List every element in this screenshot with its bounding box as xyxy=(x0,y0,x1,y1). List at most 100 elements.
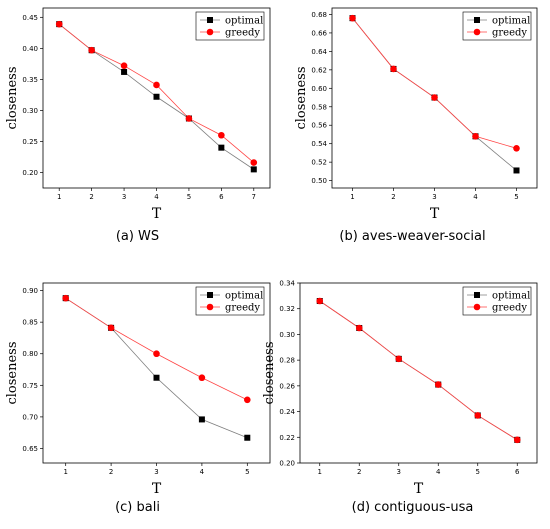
legend-label-greedy: greedy xyxy=(492,28,527,39)
data-point-greedy xyxy=(474,412,482,419)
legend-marker-optimal xyxy=(207,17,213,23)
x-tick-label: 3 xyxy=(154,468,158,476)
x-tick-label: 2 xyxy=(89,193,93,201)
y-tick-label: 0.26 xyxy=(279,382,295,390)
data-point-greedy xyxy=(395,355,403,363)
data-point-optimal xyxy=(218,144,225,151)
legend-marker-optimal xyxy=(474,17,480,23)
caption-bali: (c) bali xyxy=(115,500,160,515)
legend-label-optimal: optimal xyxy=(492,291,530,302)
x-tick-label: 1 xyxy=(63,468,67,476)
data-point-greedy xyxy=(55,20,63,28)
caption-aves-weaver-social: (b) aves-weaver-social xyxy=(339,229,486,244)
legend-box xyxy=(462,286,532,316)
data-point-greedy xyxy=(434,381,442,388)
data-point-optimal xyxy=(244,434,251,441)
y-tick-label: 0.64 xyxy=(311,48,327,56)
legend-box xyxy=(195,286,265,316)
legend-marker-greedy xyxy=(473,28,481,36)
y-tick-label: 0.70 xyxy=(22,413,38,421)
data-point-greedy xyxy=(218,131,225,139)
x-tick-label: 4 xyxy=(436,468,441,476)
data-point-greedy xyxy=(349,14,356,22)
legend-label-optimal: optimal xyxy=(225,16,263,27)
data-point-greedy xyxy=(198,374,206,382)
y-tick-label: 0.25 xyxy=(22,138,38,146)
y-tick-label: 0.56 xyxy=(311,122,327,130)
y-tick-label: 0.20 xyxy=(279,460,295,468)
data-point-greedy xyxy=(390,65,397,73)
data-point-greedy xyxy=(250,159,258,166)
data-point-greedy xyxy=(153,350,160,358)
x-tick-label: 1 xyxy=(318,468,322,476)
x-axis-title: T xyxy=(414,481,424,497)
y-tick-label: 0.68 xyxy=(311,11,327,19)
y-tick-label: 0.52 xyxy=(311,159,327,167)
y-axis-title: closeness xyxy=(5,66,20,129)
y-tick-label: 0.90 xyxy=(22,287,38,295)
legend-marker-greedy xyxy=(206,28,214,36)
data-point-optimal xyxy=(121,68,128,75)
data-point-greedy xyxy=(513,145,520,152)
x-tick-label: 4 xyxy=(200,468,205,476)
legend-marker-greedy xyxy=(206,303,214,311)
y-tick-label: 0.40 xyxy=(22,45,38,53)
x-tick-label: 3 xyxy=(397,468,401,476)
data-point-greedy xyxy=(185,115,193,122)
x-axis-title: T xyxy=(430,206,440,222)
y-axis-title: closeness xyxy=(262,341,277,404)
caption-contiguous-usa: (d) contiguous-usa xyxy=(351,500,474,515)
data-point-greedy xyxy=(355,324,363,332)
data-point-optimal xyxy=(198,416,205,423)
y-tick-label: 0.20 xyxy=(22,169,38,177)
y-tick-label: 0.54 xyxy=(311,140,327,148)
legend-box xyxy=(462,11,532,41)
x-tick-label: 2 xyxy=(109,468,113,476)
y-axis-title: closeness xyxy=(294,66,309,129)
x-tick-label: 1 xyxy=(57,193,61,201)
series-line-greedy xyxy=(319,300,518,441)
series-line-optimal xyxy=(319,300,518,441)
x-tick-label: 1 xyxy=(350,193,354,201)
y-tick-label: 0.24 xyxy=(279,408,295,416)
caption-ws: (a) WS xyxy=(115,229,160,244)
x-tick-label: 4 xyxy=(154,193,159,201)
series-line-greedy xyxy=(58,23,255,163)
series-line-optimal xyxy=(65,297,248,439)
legend-box xyxy=(195,11,265,41)
x-axis-title: T xyxy=(152,481,162,497)
x-tick-label: 2 xyxy=(391,193,395,201)
y-tick-label: 0.28 xyxy=(279,357,295,365)
legend-marker-greedy xyxy=(473,303,481,311)
y-tick-label: 0.32 xyxy=(279,305,295,313)
x-axis-title: T xyxy=(152,206,162,222)
y-axis-title: closeness xyxy=(5,341,20,404)
data-point-greedy xyxy=(107,324,115,332)
data-point-optimal xyxy=(513,167,520,174)
legend-marker-optimal xyxy=(474,292,480,298)
legend-label-optimal: optimal xyxy=(225,291,263,302)
data-point-optimal xyxy=(250,166,257,173)
legend-label-optimal: optimal xyxy=(492,16,530,27)
data-point-greedy xyxy=(472,133,479,140)
y-tick-label: 0.34 xyxy=(279,280,295,288)
y-tick-label: 0.22 xyxy=(279,434,295,442)
data-point-greedy xyxy=(88,46,95,54)
x-tick-label: 4 xyxy=(473,193,478,201)
x-tick-label: 7 xyxy=(252,193,256,201)
chart-aves: 1 2 3 4 5 0.50 0.52 0.54 0.56 0.58 0.60 0.62 0.64 0.6… xyxy=(294,7,538,222)
y-tick-label: 0.62 xyxy=(311,66,327,74)
y-tick-label: 0.60 xyxy=(311,85,327,93)
x-tick-label: 5 xyxy=(187,193,191,201)
y-tick-label: 0.85 xyxy=(22,319,38,327)
data-point-optimal xyxy=(153,374,160,381)
data-point-greedy xyxy=(62,294,69,302)
chart-usa: 1 2 3 4 5 6 0.20 0.22 0.24 0.26 0.28 0.30 0.32 0.34 Tc… xyxy=(262,280,538,497)
x-tick-label: 2 xyxy=(357,468,361,476)
y-tick-label: 0.45 xyxy=(22,14,38,22)
x-tick-label: 5 xyxy=(514,193,518,201)
